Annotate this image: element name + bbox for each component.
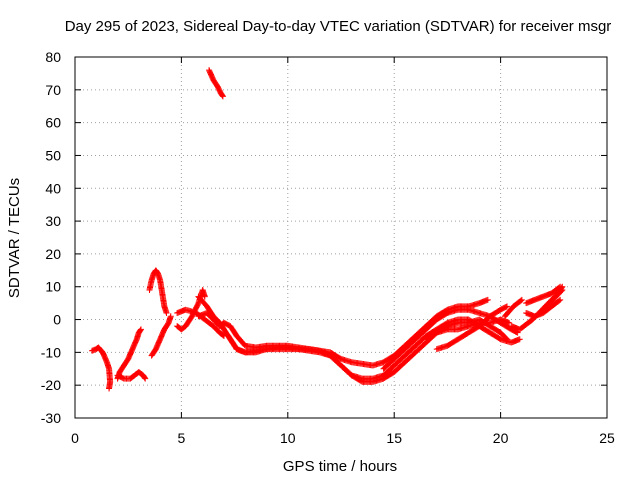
data-point (106, 385, 113, 392)
x-tick-label: 0 (71, 430, 79, 446)
y-tick-label: 80 (45, 49, 61, 65)
axes-frame (74, 56, 608, 419)
y-tick-label: 50 (45, 147, 61, 163)
x-axis-label: GPS time / hours (283, 458, 397, 475)
data-point (219, 93, 226, 100)
y-tick-label: -30 (41, 410, 61, 426)
y-tick-label: 0 (53, 312, 61, 328)
x-axis-ticks: 0 5 10 15 20 25 (71, 57, 615, 446)
data-track-12 (433, 303, 510, 353)
data-track-4 (146, 267, 170, 316)
y-axis-ticks: -30 -20 -10 0 10 20 30 40 50 60 70 80 (41, 49, 607, 426)
data-point (137, 326, 144, 333)
data-point (503, 336, 510, 343)
data-track-2 (114, 369, 149, 382)
y-tick-label: 10 (45, 279, 61, 295)
x-tick-label: 15 (386, 430, 402, 446)
data-track-3 (148, 313, 174, 359)
data-series-sdtvar (89, 67, 566, 392)
data-point (484, 296, 491, 303)
x-tick-label: 5 (178, 430, 186, 446)
data-point (219, 92, 226, 99)
data-point (167, 313, 174, 320)
data-point (516, 336, 523, 343)
chart-title: Day 295 of 2023, Sidereal Day-to-day VTE… (65, 18, 612, 35)
y-tick-label: -10 (41, 344, 61, 360)
grid-lines (75, 57, 607, 418)
data-track-6 (174, 306, 227, 339)
x-tick-label: 20 (493, 430, 509, 446)
data-point (201, 293, 208, 300)
data-track-19 (206, 67, 226, 100)
data-point (503, 335, 510, 342)
data-point (502, 303, 509, 310)
data-track-18 (546, 287, 566, 307)
plot-frame (74, 56, 608, 419)
y-tick-label: 20 (45, 246, 61, 262)
data-point (506, 319, 513, 326)
data-point (556, 297, 563, 304)
data-point (558, 287, 565, 294)
data-track-0 (89, 344, 114, 392)
data-point (559, 287, 566, 294)
data-point (141, 374, 148, 381)
y-tick-label: 70 (45, 82, 61, 98)
data-track-13 (501, 296, 525, 320)
y-tick-label: -20 (41, 377, 61, 393)
data-point (557, 296, 564, 303)
y-tick-label: 40 (45, 180, 61, 196)
data-track-9 (225, 316, 510, 385)
data-point (137, 327, 144, 334)
data-point (503, 303, 510, 310)
x-tick-label: 10 (280, 430, 296, 446)
y-tick-label: 60 (45, 115, 61, 131)
x-tick-label: 25 (599, 430, 615, 446)
data-point (517, 297, 524, 304)
data-point (518, 296, 525, 303)
data-point (142, 375, 149, 382)
y-axis-label: SDTVAR / TECUs (6, 178, 23, 298)
data-point (163, 309, 170, 316)
y-tick-label: 30 (45, 213, 61, 229)
